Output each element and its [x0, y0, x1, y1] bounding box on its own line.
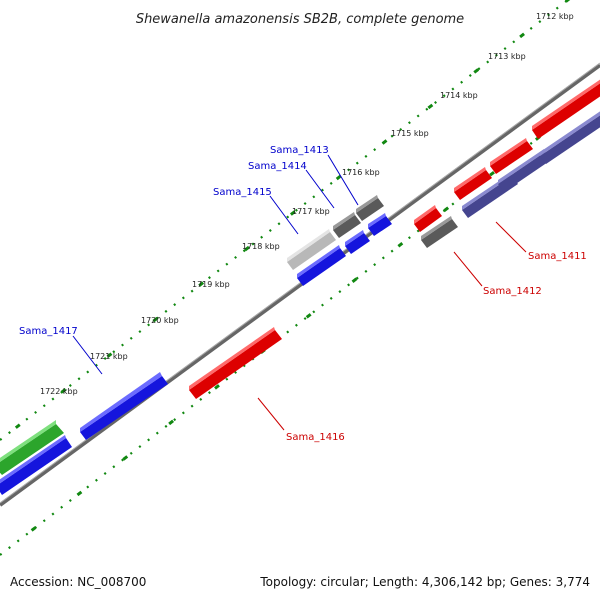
topology-text: Topology: circular; Length: 4,306,142 bp… [259, 575, 590, 589]
gene-sama-1417[interactable] [80, 376, 168, 440]
leader-line-sama-1415 [269, 195, 299, 235]
gene-sama-1414-highlight [333, 212, 355, 230]
gene-label-sama-1414[interactable]: Sama_1414 [248, 161, 307, 172]
gene-sama-1415-highlight [287, 229, 330, 262]
gene-sama-1412[interactable] [421, 219, 458, 248]
accession-text: Accession: NC_008700 [10, 575, 146, 589]
gene-sama-1416-highlight [189, 327, 275, 390]
tick-label: 1718 kbp [242, 242, 280, 251]
gene-label-sama-1417[interactable]: Sama_1417 [19, 326, 78, 337]
tick-label: 1715 kbp [391, 129, 429, 138]
gene-sama-1415[interactable] [287, 232, 336, 270]
gene-sama-1411-highlight [414, 205, 436, 224]
gene-purple[interactable] [498, 152, 551, 192]
tick-label: 1717 kbp [292, 207, 330, 216]
gene-blue-small-highlight [368, 213, 386, 228]
tick-label: 1716 kbp [342, 168, 380, 177]
gene-red-highlight [490, 138, 527, 166]
gene-green[interactable] [0, 424, 64, 475]
gene-purple[interactable] [540, 114, 600, 164]
gene-blue-small[interactable] [345, 233, 370, 254]
gene-blue-small-highlight [345, 230, 364, 246]
gene-red[interactable] [454, 170, 492, 200]
gene-sama-1411[interactable] [414, 208, 442, 232]
gene-blue-highlight [0, 435, 66, 484]
leader-line-sama-1411 [495, 221, 527, 253]
gene-red[interactable] [532, 82, 600, 139]
gene-blue[interactable] [0, 438, 72, 495]
gene-red-highlight [532, 79, 600, 130]
gene-blue-small[interactable] [368, 216, 392, 236]
gene-label-sama-1412[interactable]: Sama_1412 [483, 286, 542, 297]
gene-label-sama-1413[interactable]: Sama_1413 [270, 145, 329, 156]
leader-line-sama-1416 [257, 397, 285, 431]
gene-purple-highlight [540, 111, 600, 156]
gene-blue[interactable] [297, 248, 346, 286]
gene-red-highlight [454, 167, 486, 192]
gene-label-sama-1411[interactable]: Sama_1411 [528, 251, 587, 262]
outer-tick-track [0, 0, 570, 441]
leader-line-sama-1412 [453, 251, 483, 287]
gene-label-sama-1416[interactable]: Sama_1416 [286, 432, 345, 443]
tick-label: 1714 kbp [440, 91, 478, 100]
gene-sama-1413[interactable] [356, 198, 384, 221]
tick-label: 1713 kbp [488, 52, 526, 61]
gene-green-highlight [0, 420, 56, 462]
tick-label: 1719 kbp [192, 280, 230, 289]
tick-label: 1712 kbp [536, 12, 574, 21]
gene-sama-1417-highlight [80, 372, 162, 432]
gene-sama-1412-highlight [421, 216, 452, 240]
gene-sama-1414[interactable] [333, 215, 361, 238]
gene-label-sama-1415[interactable]: Sama_1415 [213, 187, 272, 198]
genome-backbone [0, 63, 600, 507]
leader-line-sama-1413 [327, 154, 359, 206]
gene-purple-highlight [498, 149, 545, 184]
gene-sama-1413-highlight [356, 195, 378, 213]
tick-label: 1721 kbp [90, 352, 128, 361]
tick-label: 1722 kbp [40, 387, 78, 396]
gene-red[interactable] [490, 141, 533, 174]
gene-sama-1416[interactable] [189, 330, 282, 399]
map-title: Shewanella amazonensis SB2B, complete ge… [136, 12, 464, 27]
tick-label: 1720 kbp [141, 316, 179, 325]
leader-line-sama-1417 [72, 335, 103, 375]
gene-blue-highlight [297, 245, 340, 278]
leader-line-sama-1414 [305, 169, 335, 209]
outer-major-ticks [0, 0, 571, 442]
